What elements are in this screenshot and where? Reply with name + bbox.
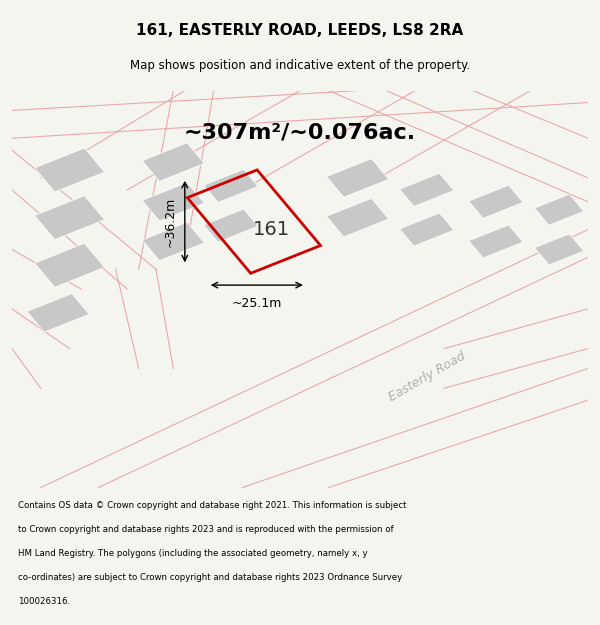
Polygon shape xyxy=(326,198,389,237)
Text: ~25.1m: ~25.1m xyxy=(232,297,282,310)
Polygon shape xyxy=(35,196,104,239)
Polygon shape xyxy=(326,159,389,197)
Text: Map shows position and indicative extent of the property.: Map shows position and indicative extent… xyxy=(130,59,470,72)
Polygon shape xyxy=(469,225,523,258)
Polygon shape xyxy=(35,148,104,192)
Text: ~307m²/~0.076ac.: ~307m²/~0.076ac. xyxy=(184,122,416,142)
Polygon shape xyxy=(204,169,258,202)
Polygon shape xyxy=(142,222,205,261)
Polygon shape xyxy=(204,209,258,242)
Text: to Crown copyright and database rights 2023 and is reproduced with the permissio: to Crown copyright and database rights 2… xyxy=(18,525,394,534)
Polygon shape xyxy=(27,294,89,332)
Polygon shape xyxy=(535,194,584,225)
Polygon shape xyxy=(400,213,454,246)
Polygon shape xyxy=(535,234,584,265)
Polygon shape xyxy=(35,243,104,288)
Polygon shape xyxy=(400,173,454,206)
Polygon shape xyxy=(142,143,205,181)
Polygon shape xyxy=(142,182,205,221)
Text: HM Land Registry. The polygons (including the associated geometry, namely x, y: HM Land Registry. The polygons (includin… xyxy=(18,549,368,558)
Text: 161, EASTERLY ROAD, LEEDS, LS8 2RA: 161, EASTERLY ROAD, LEEDS, LS8 2RA xyxy=(136,22,464,38)
Text: 161: 161 xyxy=(253,220,290,239)
Text: ~36.2m: ~36.2m xyxy=(163,196,176,247)
Polygon shape xyxy=(469,185,523,218)
Text: Contains OS data © Crown copyright and database right 2021. This information is : Contains OS data © Crown copyright and d… xyxy=(18,501,407,510)
Text: 100026316.: 100026316. xyxy=(18,598,70,606)
Text: co-ordinates) are subject to Crown copyright and database rights 2023 Ordnance S: co-ordinates) are subject to Crown copyr… xyxy=(18,574,402,582)
Text: Easterly Road: Easterly Road xyxy=(386,349,467,404)
